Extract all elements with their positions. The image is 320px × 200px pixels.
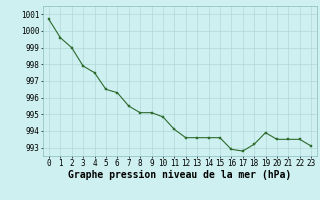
X-axis label: Graphe pression niveau de la mer (hPa): Graphe pression niveau de la mer (hPa) [68, 170, 292, 180]
